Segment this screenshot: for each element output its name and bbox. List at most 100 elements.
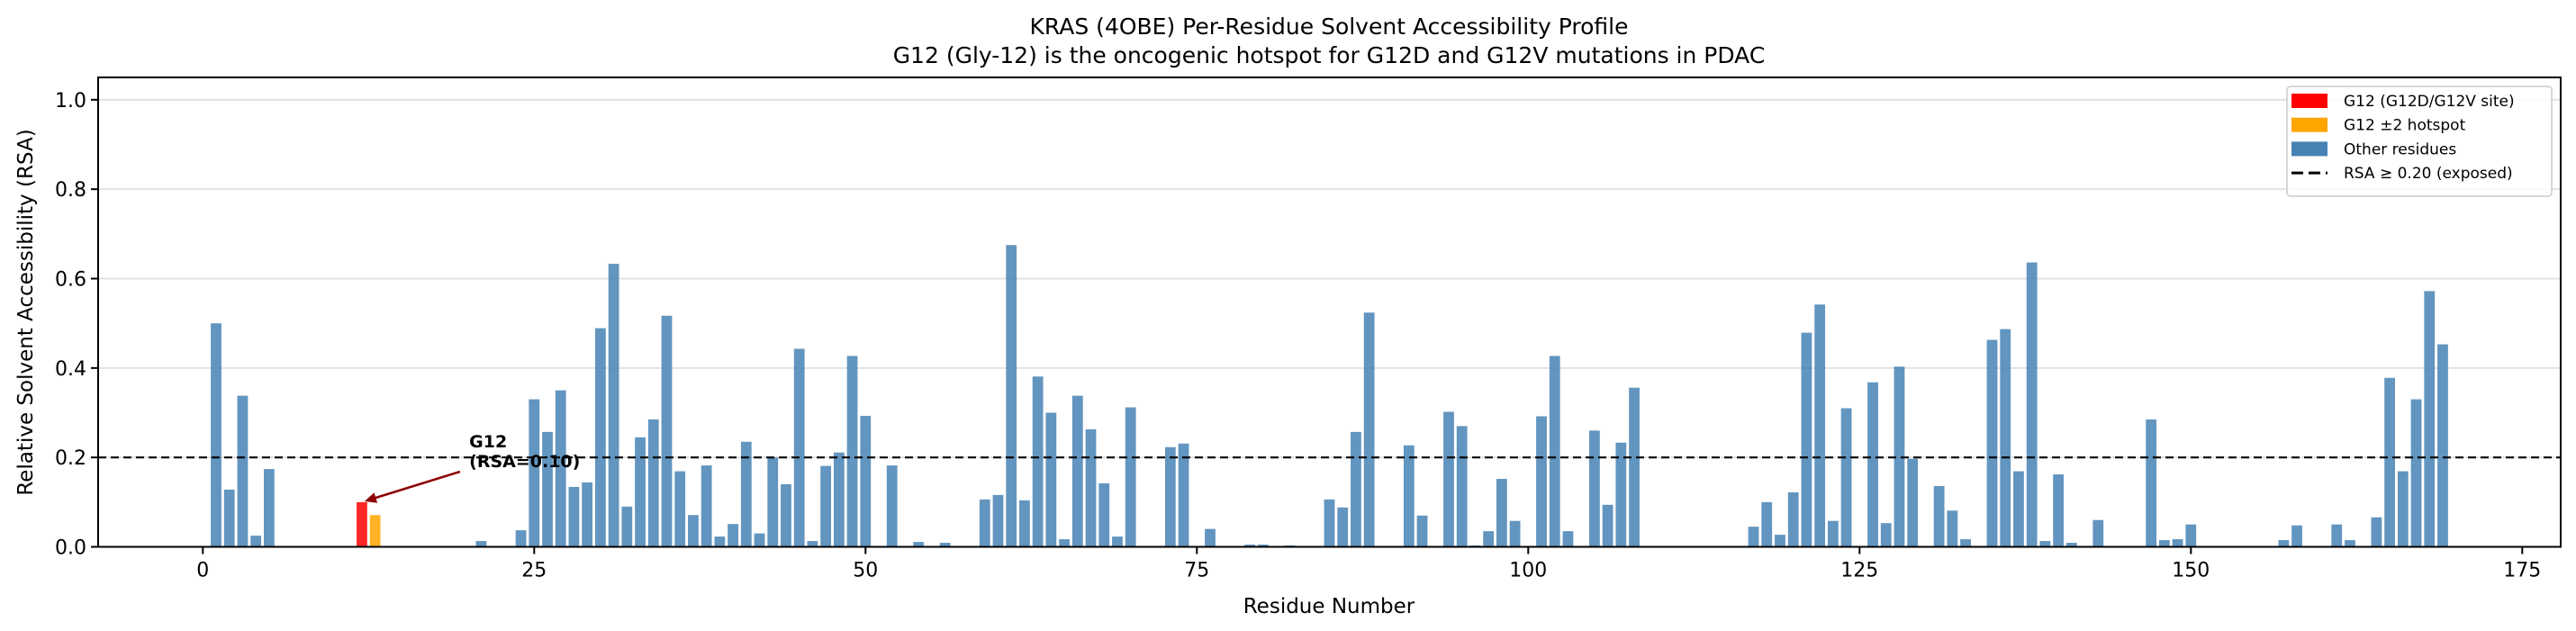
bar-residue-50 <box>860 415 872 547</box>
bar-residue-59 <box>979 499 990 547</box>
bar-residue-64 <box>1045 412 1057 547</box>
bar-residue-42 <box>754 533 765 547</box>
legend-swatch-2 <box>2291 141 2327 157</box>
bar-residue-76 <box>1205 528 1216 547</box>
x-tick-label: 150 <box>2172 560 2210 582</box>
bar-residue-79 <box>1244 545 1256 547</box>
bar-residue-56 <box>939 543 951 547</box>
bar-residue-25 <box>529 399 540 547</box>
y-tick-label: 0.8 <box>55 179 86 202</box>
bar-residue-65 <box>1059 539 1070 547</box>
bar-residue-61 <box>1006 245 1017 547</box>
bar-residue-24 <box>515 530 527 547</box>
y-axis-label: Relative Solvent Accessibility (RSA) <box>14 129 38 495</box>
bar-residue-129 <box>1907 458 1919 547</box>
bar-residue-120 <box>1787 491 1799 547</box>
bar-residue-91 <box>1403 445 1415 547</box>
x-axis-ticks: 0 25 50 75 100 125 150 175 <box>196 546 2541 582</box>
bar-residue-44 <box>781 483 791 547</box>
bar-residue-139 <box>2039 541 2051 547</box>
bar-residue-67 <box>1085 428 1097 547</box>
bar-residue-27 <box>555 390 566 547</box>
bar-residue-49 <box>846 356 858 547</box>
bar-residue-117 <box>1748 527 1759 547</box>
bar-residue-33 <box>635 437 646 547</box>
bar-residue-124 <box>1840 408 1852 547</box>
y-tick-label: 0.6 <box>55 269 86 292</box>
bar-residue-119 <box>1775 535 1785 547</box>
bar-residue-3 <box>237 395 249 547</box>
bar-residue-32 <box>621 506 633 547</box>
bar-residue-2 <box>223 489 235 547</box>
bar-residue-13 <box>369 515 381 547</box>
bar-residue-4 <box>250 536 262 547</box>
x-tick-label: 50 <box>853 560 878 582</box>
bar-residue-46 <box>807 541 818 547</box>
bar-residue-97 <box>1483 531 1495 547</box>
bar-residue-5 <box>264 469 275 547</box>
legend-label: G12 (G12D/G12V site) <box>2344 93 2515 111</box>
bar-residue-39 <box>714 536 726 547</box>
bar-residue-167 <box>2410 399 2422 547</box>
bar-residue-66 <box>1071 395 1083 547</box>
bar-residue-168 <box>2424 291 2436 547</box>
bar-residue-121 <box>1801 332 1812 547</box>
bar-residue-74 <box>1178 443 1189 547</box>
bar-residue-12 <box>357 501 367 547</box>
bar-residue-35 <box>661 315 673 547</box>
bar-residue-95 <box>1456 426 1468 547</box>
bar-residue-140 <box>2053 474 2064 547</box>
bar-residue-31 <box>608 264 619 547</box>
x-tick-label: 75 <box>1184 560 1209 582</box>
chart-subtitle: G12 (Gly-12) is the oncogenic hotspot fo… <box>893 42 1766 68</box>
bar-residue-92 <box>1416 515 1428 547</box>
x-axis-label: Residue Number <box>1243 595 1415 618</box>
bar-residue-73 <box>1164 446 1176 547</box>
bar-residue-138 <box>2026 262 2038 547</box>
bar-residue-161 <box>2331 524 2343 547</box>
bar-residue-143 <box>2092 519 2104 547</box>
bar-residue-149 <box>2172 539 2183 547</box>
bar-residue-28 <box>568 486 580 547</box>
y-tick-label: 0.2 <box>55 447 86 470</box>
bar-residue-108 <box>1629 387 1640 547</box>
bar-residue-141 <box>2065 543 2077 547</box>
bar-residue-43 <box>767 457 779 547</box>
bar-residue-128 <box>1894 366 1905 547</box>
y-axis-ticks: 0.0 0.2 0.4 0.6 0.8 1.0 <box>55 90 98 560</box>
bar-residue-30 <box>595 328 606 547</box>
bar-residue-105 <box>1589 430 1600 547</box>
bar-residue-60 <box>992 494 1004 547</box>
bar-residue-47 <box>820 465 832 547</box>
x-tick-label: 125 <box>1840 560 1878 582</box>
legend-swatch-1 <box>2291 117 2327 132</box>
bar-residue-36 <box>674 471 686 547</box>
x-tick-label: 175 <box>2503 560 2541 582</box>
legend: G12 (G12D/G12V site) G12 ±2 hotspot Other … <box>2286 86 2553 197</box>
bar-residue-101 <box>1536 416 1547 547</box>
x-tick-label: 0 <box>196 560 209 582</box>
bar-residue-40 <box>728 524 738 547</box>
bar-residue-54 <box>913 542 925 547</box>
g12-annotation: G12 (RSA=0.10) <box>364 432 580 503</box>
gridlines <box>98 98 2561 548</box>
bar-residue-99 <box>1509 520 1521 547</box>
bar-residue-94 <box>1443 411 1454 547</box>
bar-residue-26 <box>542 431 553 547</box>
chart-title: KRAS (4OBE) Per-Residue Solvent Accessib… <box>1030 14 1629 40</box>
bars <box>211 245 2448 547</box>
bar-residue-1 <box>211 323 221 547</box>
bar-residue-29 <box>582 482 593 547</box>
y-tick-label: 0.0 <box>55 537 86 560</box>
annotation-arrow <box>373 470 461 500</box>
bar-residue-102 <box>1549 356 1560 547</box>
bar-residue-132 <box>1947 510 1958 547</box>
bar-residue-135 <box>1986 339 1998 547</box>
bar-residue-164 <box>2371 517 2382 547</box>
bar-residue-126 <box>1867 382 1878 547</box>
plot-frame <box>97 77 2562 548</box>
bar-residue-52 <box>886 465 898 547</box>
bar-residue-48 <box>833 452 845 547</box>
bar-residue-103 <box>1562 531 1574 547</box>
